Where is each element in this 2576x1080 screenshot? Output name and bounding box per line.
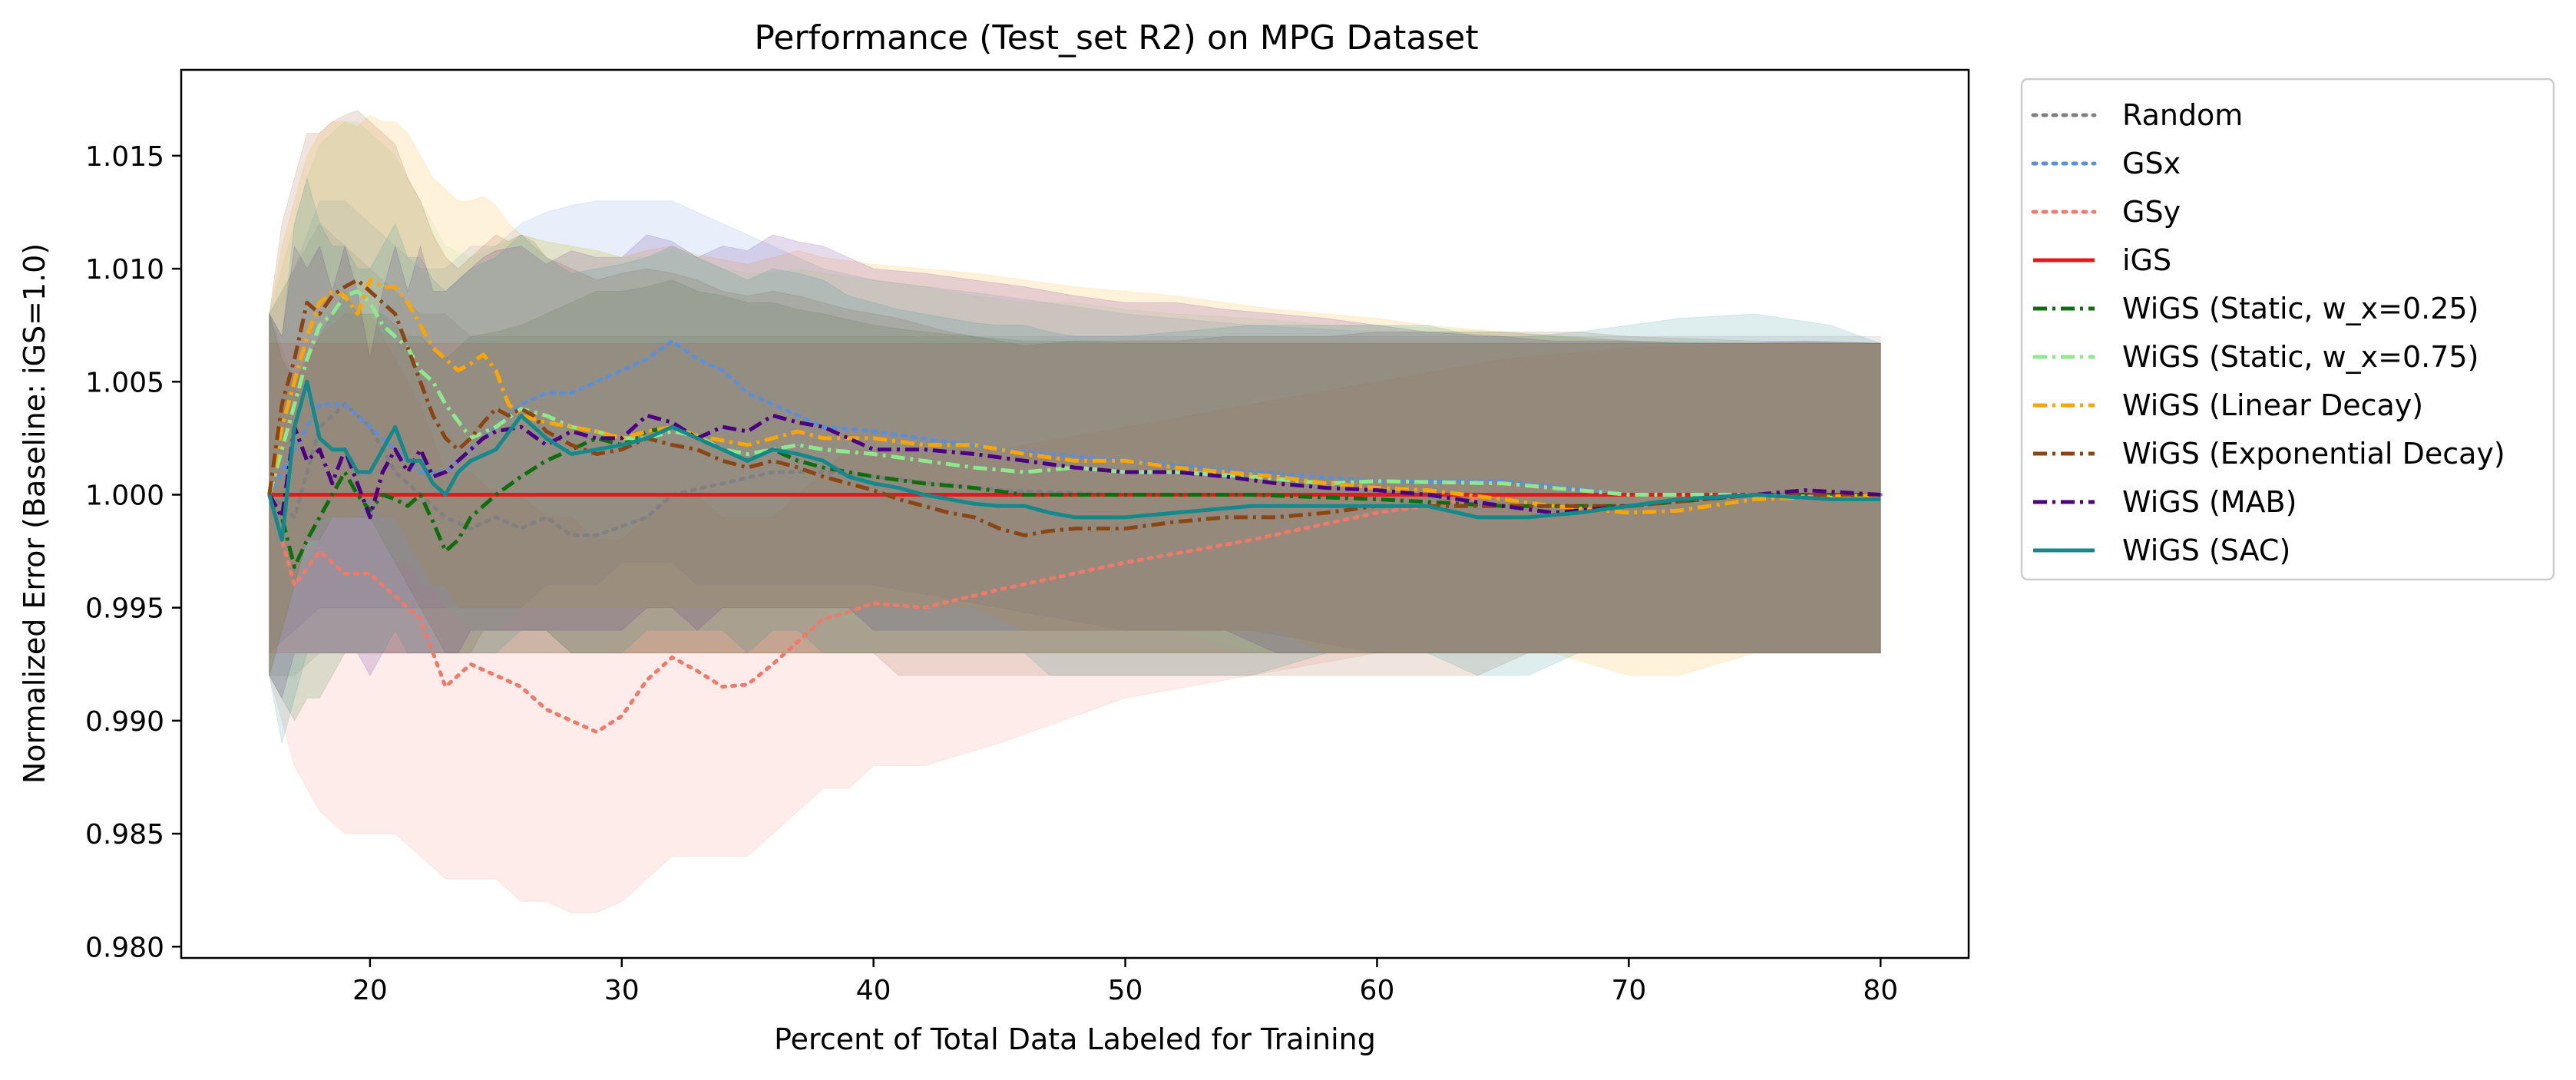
y-axis: 0.980 0.985 0.990 0.995 1.000 1.005 1.010 1.015 (85, 141, 181, 963)
band-igs (269, 342, 1881, 654)
legend-items: Random GSx GSy iGS WiGS (Static, w_x=0.25) Wi… (2031, 98, 2505, 567)
x-tick-label: 20 (352, 975, 388, 1006)
legend-item-wigs-sac: WiGS (SAC) (2033, 533, 2290, 567)
legend-item-gsx: GSx (2031, 147, 2181, 180)
y-tick-label: 1.000 (85, 480, 164, 511)
x-axis: 20 30 40 50 60 70 80 (352, 958, 1898, 1006)
legend: Random GSx GSy iGS WiGS (Static, w_x=0.25) Wi… (2020, 78, 2555, 581)
x-tick-label: 80 (1863, 975, 1898, 1006)
legend-item-random: Random (2031, 98, 2243, 132)
chart-title: Performance (Test_set R2) on MPG Dataset (754, 18, 1478, 58)
x-tick-label: 70 (1611, 975, 1646, 1006)
confidence-bands (269, 110, 1881, 913)
band-wigs-static-w-x-0-25 (269, 279, 1881, 722)
y-axis-label: Normalized Error (Baseline: iGS=1.0) (18, 243, 51, 784)
legend-item-wigs-exponential-decay: WiGS (Exponential Decay) (2033, 437, 2505, 471)
y-tick-label: 0.980 (85, 932, 164, 963)
y-tick-label: 0.985 (85, 819, 164, 850)
series-line-wigs-mab (267, 413, 1881, 520)
series-line-wigs-sac (267, 379, 1881, 542)
legend-label: WiGS (Static, w_x=0.25) (2122, 292, 2478, 325)
band-wigs-exponential-decay (269, 110, 1881, 676)
series-line-gsy (267, 493, 1883, 735)
series-lines (267, 278, 1883, 735)
x-tick-label: 50 (1108, 975, 1143, 1006)
legend-label: Random (2122, 98, 2243, 132)
plot-area (180, 68, 1970, 959)
legend-item-wigs-linear-decay: WiGS (Linear Decay) (2033, 388, 2423, 422)
band-wigs-linear-decay (269, 114, 1881, 676)
legend-item-wigs-static-w-x-0-75: WiGS (Static, w_x=0.75) (2033, 340, 2478, 374)
legend-label: WiGS (SAC) (2122, 533, 2290, 567)
y-tick-label: 1.005 (85, 367, 164, 398)
band-random (269, 223, 1881, 676)
legend-label: WiGS (MAB) (2122, 485, 2297, 519)
band-wigs-static-w-x-0-75 (269, 121, 1881, 676)
x-tick-label: 40 (856, 975, 891, 1006)
legend-item-wigs-mab: WiGS (MAB) (2033, 485, 2297, 519)
legend-label: iGS (2122, 243, 2171, 277)
legend-item-wigs-static-w-x-0-25: WiGS (Static, w_x=0.25) (2033, 292, 2478, 325)
legend-label: WiGS (Exponential Decay) (2122, 437, 2505, 471)
series-line-wigs-static-w-x-0-75 (267, 289, 1881, 501)
legend-label: GSx (2122, 147, 2181, 180)
y-tick-label: 0.990 (85, 706, 164, 738)
legend-frame (2020, 78, 2555, 581)
x-tick-label: 30 (604, 975, 640, 1006)
legend-label: GSy (2122, 195, 2181, 229)
y-tick-label: 1.010 (85, 254, 164, 286)
x-axis-label: Percent of Total Data Labeled for Traini… (774, 1022, 1376, 1056)
plot-frame (180, 68, 1970, 959)
legend-item-gsy: GSy (2031, 195, 2181, 229)
band-gsy (269, 313, 1881, 913)
x-tick-label: 60 (1360, 975, 1395, 1006)
band-gsx (269, 200, 1881, 654)
y-tick-label: 0.995 (85, 593, 164, 625)
y-tick-label: 1.015 (85, 141, 164, 173)
legend-label: WiGS (Linear Decay) (2122, 388, 2423, 422)
series-line-wigs-exponential-decay (267, 278, 1881, 537)
legend-item-igs: iGS (2033, 243, 2171, 277)
legend-label: WiGS (Static, w_x=0.75) (2122, 340, 2478, 374)
series-line-random (267, 402, 1883, 537)
